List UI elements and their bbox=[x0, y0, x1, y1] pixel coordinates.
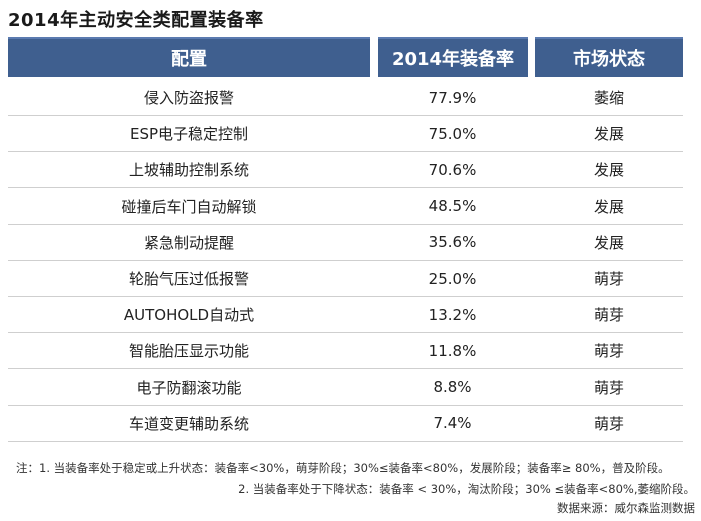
cell-config: 智能胎压显示功能 bbox=[8, 333, 370, 370]
cell-rate: 35.6% bbox=[370, 225, 535, 261]
table-row: 轮胎气压过低报警 25.0% 萌芽 bbox=[0, 261, 701, 297]
table-row: 电子防翻滚功能 8.8% 萌芽 bbox=[0, 370, 701, 406]
cell-status: 萌芽 bbox=[535, 333, 683, 370]
cell-config: 上坡辅助控制系统 bbox=[8, 152, 370, 189]
cell-status: 萌芽 bbox=[535, 370, 683, 406]
data-source: 数据来源：威尔森监测数据 bbox=[557, 501, 695, 515]
table-row: 智能胎压显示功能 11.8% 萌芽 bbox=[0, 333, 701, 370]
cell-config: 侵入防盗报警 bbox=[8, 80, 370, 116]
cell-status: 发展 bbox=[535, 152, 683, 189]
table-row: 紧急制动提醒 35.6% 发展 bbox=[0, 225, 701, 261]
cell-config: 车道变更辅助系统 bbox=[8, 406, 370, 442]
cell-rate: 11.8% bbox=[370, 333, 535, 370]
cell-config: 轮胎气压过低报警 bbox=[8, 261, 370, 297]
chart-title: 2014年主动安全类配置装备率 bbox=[8, 10, 264, 31]
table-row: 上坡辅助控制系统 70.6% 发展 bbox=[0, 152, 701, 189]
cell-rate: 13.2% bbox=[370, 297, 535, 334]
table-row: AUTOHOLD自动式 13.2% 萌芽 bbox=[0, 297, 701, 334]
table-row: 侵入防盗报警 77.9% 萎缩 bbox=[0, 80, 701, 116]
note-line-1: 注：1. 当装备率处于稳定或上升状态：装备率<30%，萌芽阶段；30%≤装备率<… bbox=[16, 461, 670, 475]
cell-status: 萌芽 bbox=[535, 406, 683, 442]
cell-status: 萌芽 bbox=[535, 261, 683, 297]
cell-status: 发展 bbox=[535, 225, 683, 261]
cell-config: 碰撞后车门自动解锁 bbox=[8, 189, 370, 225]
cell-rate: 75.0% bbox=[370, 116, 535, 153]
cell-config: 电子防翻滚功能 bbox=[8, 370, 370, 406]
cell-status: 发展 bbox=[535, 189, 683, 225]
cell-status: 萎缩 bbox=[535, 80, 683, 116]
header-config: 配置 bbox=[8, 37, 370, 77]
header-rate: 2014年装备率 bbox=[378, 37, 528, 77]
table-row: ESP电子稳定控制 75.0% 发展 bbox=[0, 116, 701, 153]
cell-rate: 25.0% bbox=[370, 261, 535, 297]
cell-status: 发展 bbox=[535, 116, 683, 153]
cell-rate: 70.6% bbox=[370, 152, 535, 189]
table-row: 车道变更辅助系统 7.4% 萌芽 bbox=[0, 406, 701, 442]
cell-config: ESP电子稳定控制 bbox=[8, 116, 370, 153]
table-row: 碰撞后车门自动解锁 48.5% 发展 bbox=[0, 189, 701, 225]
note-line-2: 2. 当装备率处于下降状态：装备率 < 30%，淘汰阶段；30% ≤装备率<80… bbox=[238, 482, 695, 496]
cell-rate: 7.4% bbox=[370, 406, 535, 442]
cell-rate: 8.8% bbox=[370, 370, 535, 406]
header-status: 市场状态 bbox=[535, 37, 683, 77]
cell-config: 紧急制动提醒 bbox=[8, 225, 370, 261]
cell-rate: 77.9% bbox=[370, 80, 535, 116]
cell-rate: 48.5% bbox=[370, 189, 535, 225]
cell-status: 萌芽 bbox=[535, 297, 683, 334]
cell-config: AUTOHOLD自动式 bbox=[8, 297, 370, 334]
